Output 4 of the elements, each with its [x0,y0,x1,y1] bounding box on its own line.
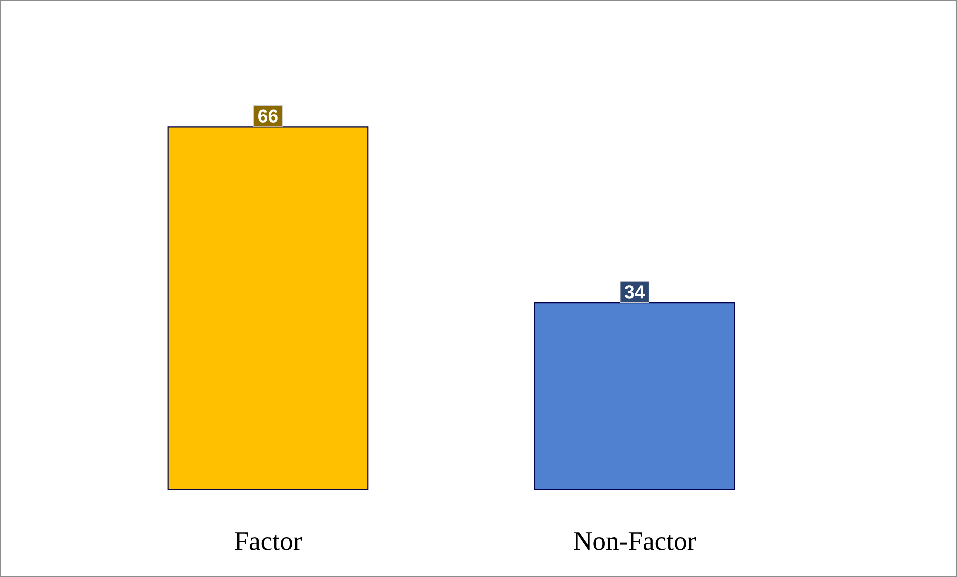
data-label: 34 [624,285,646,299]
data-label: 66 [258,110,278,123]
x-tick-label: Non-Factor [574,532,696,550]
x-tick-label: Factor [234,532,302,550]
